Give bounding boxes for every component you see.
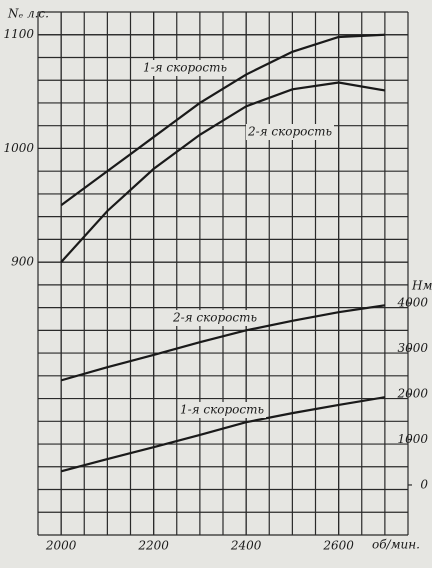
series-label: 2-я скорость (247, 125, 332, 139)
series-label: 1-я скорость (143, 61, 227, 75)
line (60, 81, 386, 263)
y-tick-label: 1100 (3, 27, 34, 41)
series-label: 1-я скорость (180, 403, 264, 417)
y-tick-label: 900 (11, 255, 34, 269)
y2-tick-label: 4000 (396, 296, 428, 310)
x-tick-label: 2200 (137, 539, 169, 553)
series-label: 2-я скорость (172, 311, 257, 325)
x-tick-label: 2600 (322, 539, 354, 553)
label-bg (171, 310, 259, 326)
y2-tick-label: 2000 (396, 387, 428, 401)
y-axis-label: Nₑ л.с. (7, 7, 49, 21)
y2-axis-label: Нм (411, 279, 432, 293)
label-bg (178, 402, 266, 418)
x-tick-label: 2400 (230, 539, 262, 553)
line (60, 33, 385, 207)
x-axis-label: об/мин. (372, 538, 420, 552)
y2-tick-label: 3000 (397, 341, 428, 355)
line (60, 396, 386, 473)
label-bg (141, 60, 229, 76)
line (60, 304, 386, 382)
y-tick-label: 1000 (3, 141, 34, 155)
y2-tick-label: 1000 (397, 432, 428, 446)
label-bg (246, 124, 334, 140)
y2-tick-label: 0 (420, 477, 428, 491)
x-tick-label: 2000 (45, 539, 77, 553)
